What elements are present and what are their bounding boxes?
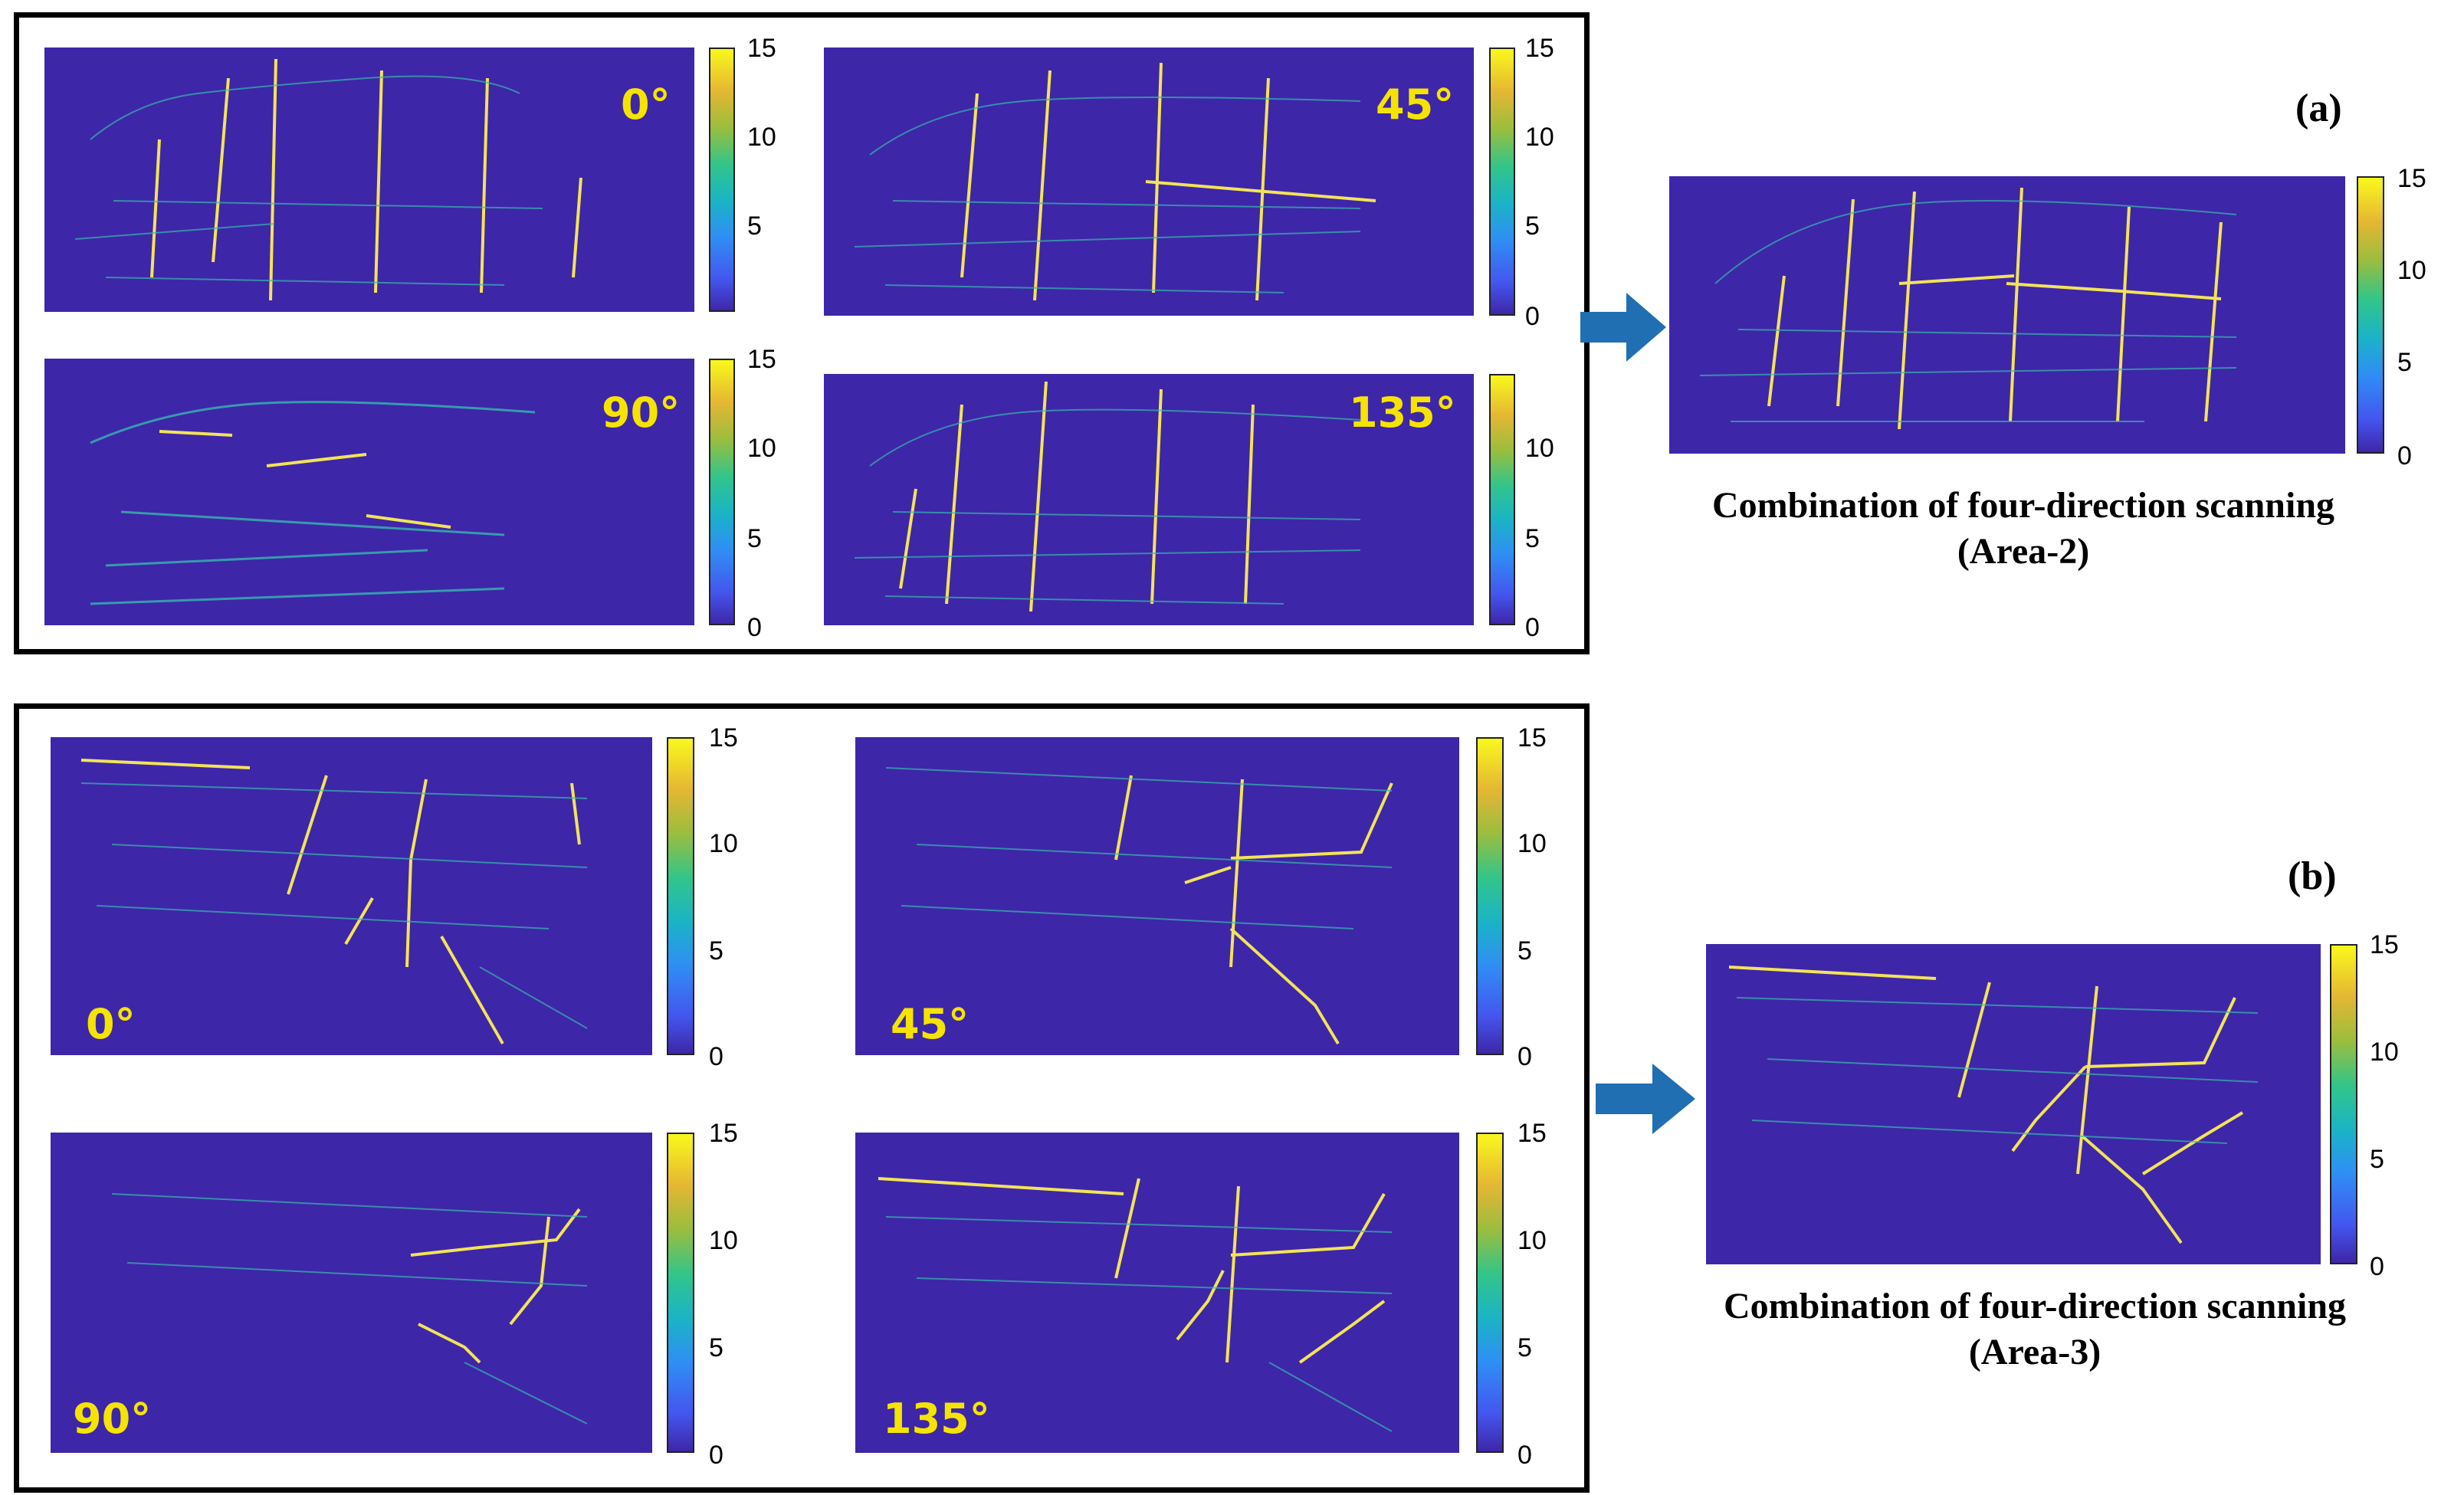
- tick: 10: [747, 434, 776, 463]
- panel-a-angle-45: 45°: [1376, 80, 1455, 129]
- tick: 10: [709, 829, 738, 858]
- crack-pattern: [90, 401, 536, 605]
- panel-b-map-90deg: [51, 1133, 652, 1453]
- tick: 5: [747, 524, 762, 553]
- caption-line: (Area-3): [1968, 1332, 2101, 1372]
- panel-b-angle-90: 90°: [73, 1395, 152, 1443]
- tick: 15: [709, 723, 738, 752]
- tick: 5: [709, 936, 723, 966]
- panel-b-colorbar-90: [667, 1133, 694, 1453]
- tick: 5: [747, 211, 762, 241]
- crack-pattern: [111, 1193, 588, 1425]
- panel-b-colorbar-0: [667, 737, 694, 1055]
- panel-b-angle-135: 135°: [883, 1395, 990, 1443]
- panel-a-caption: Combination of four-direction scanning (…: [1594, 483, 2453, 575]
- tick: 15: [747, 34, 776, 63]
- tick: 15: [709, 1119, 738, 1148]
- panel-a-colorbar-0: [709, 48, 735, 312]
- tick: 0: [2397, 441, 2412, 470]
- panel-a-map-0deg: [44, 48, 694, 312]
- tick: 15: [2370, 930, 2399, 959]
- panel-b-frame: [14, 703, 1590, 1493]
- tick: 0: [709, 1441, 723, 1470]
- tick: 10: [1517, 829, 1547, 858]
- right-arrow-icon: [1596, 1064, 1695, 1134]
- tick: 5: [709, 1333, 723, 1362]
- tick: 15: [747, 345, 776, 374]
- tick: 15: [1517, 723, 1547, 752]
- panel-a-angle-135: 135°: [1349, 389, 1456, 437]
- panel-a-colorbar-45: [1489, 48, 1515, 316]
- tick: 0: [1525, 302, 1540, 331]
- crack-pattern: [74, 58, 582, 301]
- tick: 10: [2370, 1038, 2399, 1067]
- caption-line: (Area-2): [1957, 531, 2090, 572]
- crack-pattern: [80, 759, 588, 1044]
- crack-pattern: [885, 767, 1393, 1045]
- panel-b-map-45deg: [855, 737, 1459, 1055]
- tick: 0: [2370, 1252, 2384, 1281]
- tick: 5: [1525, 524, 1540, 553]
- tick: 5: [1517, 936, 1532, 966]
- panel-a-angle-0: 0°: [621, 80, 671, 129]
- panel-b-map-135deg: [855, 1133, 1459, 1453]
- panel-a-map-135deg: [824, 374, 1474, 625]
- tick: 10: [747, 123, 776, 152]
- tick: 0: [1517, 1042, 1532, 1071]
- tick: 0: [747, 613, 762, 642]
- tick: 15: [1517, 1119, 1547, 1148]
- panel-b-angle-0: 0°: [86, 1000, 136, 1048]
- panel-b-combined-colorbar: [2330, 944, 2357, 1264]
- crack-pattern: [878, 1177, 1393, 1432]
- panel-a-colorbar-90: [709, 359, 735, 625]
- panel-b-colorbar-45: [1476, 737, 1504, 1055]
- tick: 10: [2397, 256, 2426, 285]
- tick: 10: [1525, 434, 1554, 463]
- panel-b-tag: (b): [2288, 854, 2337, 898]
- tick: 5: [1525, 211, 1540, 241]
- panel-b-map-0deg: [51, 737, 652, 1055]
- tick: 5: [1517, 1333, 1532, 1362]
- tick: 10: [1525, 123, 1554, 152]
- panel-b-colorbar-135: [1476, 1133, 1504, 1453]
- tick: 5: [2397, 348, 2412, 377]
- panel-a-angle-90: 90°: [602, 389, 681, 437]
- panel-a-tag: (a): [2295, 87, 2342, 130]
- tick: 15: [2397, 164, 2426, 193]
- crack-pattern: [854, 62, 1376, 301]
- crack-pattern: [1728, 966, 2259, 1244]
- panel-b-combined-map: [1706, 944, 2321, 1264]
- panel-a-map-90deg: [44, 359, 694, 625]
- crack-pattern: [854, 381, 1361, 612]
- crack-pattern: [1699, 187, 2237, 430]
- caption-line: Combination of four-direction scanning: [1711, 485, 2335, 526]
- panel-a-colorbar-135: [1489, 374, 1515, 625]
- right-arrow-icon: [1580, 293, 1666, 362]
- tick: 10: [709, 1226, 738, 1255]
- tick: 5: [2370, 1145, 2384, 1174]
- tick: 15: [1525, 34, 1554, 63]
- panel-a-combined-colorbar: [2357, 176, 2384, 454]
- tick: 0: [1525, 613, 1540, 642]
- panel-a-map-45deg: [824, 48, 1474, 316]
- panel-b-angle-45: 45°: [891, 1000, 970, 1048]
- tick: 10: [1517, 1226, 1547, 1255]
- tick: 0: [709, 1042, 723, 1071]
- panel-a-combined-map: [1669, 176, 2345, 454]
- panel-b-caption: Combination of four-direction scanning (…: [1609, 1284, 2460, 1375]
- caption-line: Combination of four-direction scanning: [1723, 1286, 2347, 1326]
- tick: 0: [1517, 1441, 1532, 1470]
